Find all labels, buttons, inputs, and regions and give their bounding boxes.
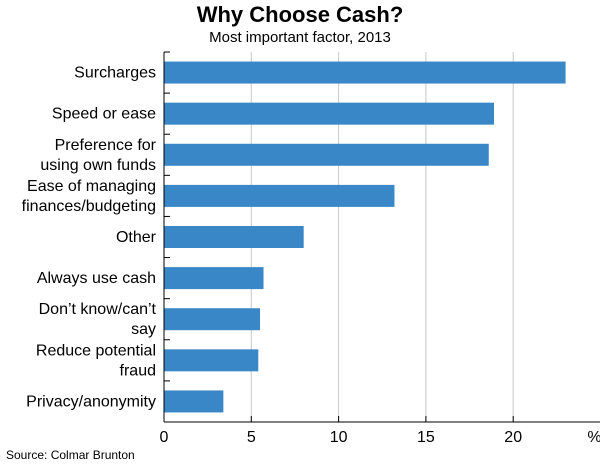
bar [164, 102, 494, 125]
bar [164, 143, 489, 166]
x-axis: 0 5 10 15 20% [160, 51, 600, 446]
bars [164, 61, 566, 413]
category-label: fraud [120, 362, 156, 379]
category-label: Preference for [55, 137, 157, 154]
bar [164, 61, 566, 84]
bar [164, 184, 395, 207]
chart-subtitle: Most important factor, 2013 [209, 29, 391, 46]
category-label: Speed or ease [52, 106, 156, 123]
category-label: using own funds [40, 157, 156, 174]
category-label: finances/budgeting [22, 198, 156, 215]
x-tick-label: 20 [504, 429, 522, 446]
category-label: Reduce potential [36, 342, 156, 359]
chart-title: Why Choose Cash? [196, 2, 404, 27]
x-tick-label: 10 [330, 429, 348, 446]
category-labels: Surcharges Speed or ease Preference for usi… [22, 65, 157, 411]
category-label: Don’t know/can’t [39, 301, 157, 318]
category-label: Privacy/anonymity [26, 393, 156, 410]
bar [164, 349, 259, 372]
x-tick-label: 15 [417, 429, 435, 446]
category-label: say [131, 321, 156, 338]
bar [164, 267, 264, 290]
category-label: Other [116, 229, 157, 246]
category-label: Surcharges [74, 65, 156, 82]
category-label: Ease of managing [27, 178, 156, 195]
x-tick-label: 0 [160, 429, 169, 446]
source-note: Source: Colmar Brunton [6, 448, 135, 462]
category-label: Always use cash [37, 270, 156, 287]
x-unit-label: % [587, 429, 600, 446]
x-tick-label: 5 [247, 429, 256, 446]
bar [164, 226, 304, 248]
bar [164, 308, 261, 331]
bar [164, 390, 224, 413]
